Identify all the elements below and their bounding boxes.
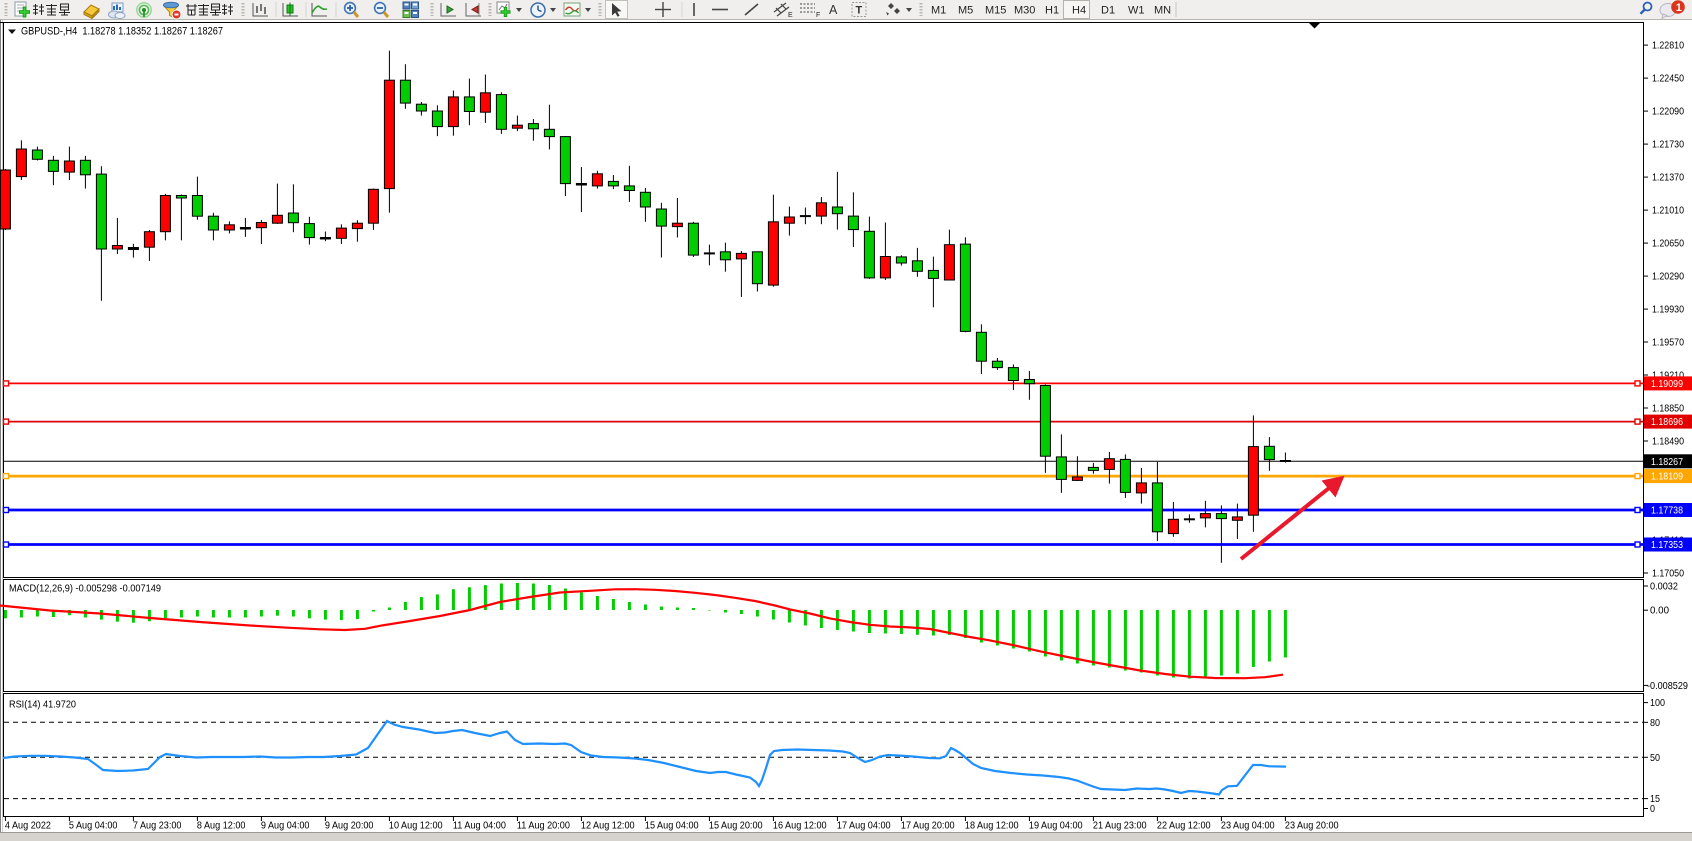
svg-text:19 Aug 04:00: 19 Aug 04:00 — [1029, 820, 1083, 832]
svg-text:9 Aug 20:00: 9 Aug 20:00 — [325, 820, 374, 832]
svg-text:15: 15 — [1650, 793, 1660, 805]
svg-text:15 Aug 20:00: 15 Aug 20:00 — [709, 820, 763, 832]
svg-text:1.22450: 1.22450 — [1652, 73, 1684, 85]
svg-text:1.19930: 1.19930 — [1652, 304, 1684, 316]
svg-text:18 Aug 12:00: 18 Aug 12:00 — [965, 820, 1019, 832]
svg-text:0.0032: 0.0032 — [1650, 581, 1678, 593]
svg-text:M15: M15 — [985, 5, 1006, 17]
svg-text:4 Aug 2022: 4 Aug 2022 — [5, 820, 51, 832]
svg-text:100: 100 — [1650, 697, 1665, 709]
svg-text:1.20290: 1.20290 — [1652, 271, 1684, 283]
svg-text:10 Aug 12:00: 10 Aug 12:00 — [389, 820, 443, 832]
svg-text:1.19099: 1.19099 — [1651, 378, 1683, 390]
svg-text:T: T — [856, 5, 863, 17]
svg-text:9 Aug 04:00: 9 Aug 04:00 — [261, 820, 310, 832]
svg-text:1.18696: 1.18696 — [1651, 416, 1683, 428]
svg-text:21 Aug 23:00: 21 Aug 23:00 — [1093, 820, 1147, 832]
svg-text:1.21370: 1.21370 — [1652, 172, 1684, 184]
svg-text:1.18109: 1.18109 — [1651, 471, 1683, 483]
svg-text:16 Aug 12:00: 16 Aug 12:00 — [773, 820, 827, 832]
svg-text:1.22090: 1.22090 — [1652, 106, 1684, 118]
svg-text:MACD(12,26,9) -0.005298 -0.007: MACD(12,26,9) -0.005298 -0.007149 — [9, 583, 161, 595]
svg-text:F: F — [816, 12, 820, 19]
svg-text:1.18267: 1.18267 — [1651, 456, 1683, 468]
svg-text:1.17353: 1.17353 — [1651, 539, 1683, 551]
svg-text:1.18850: 1.18850 — [1652, 403, 1684, 415]
svg-text:1.17050: 1.17050 — [1652, 568, 1684, 580]
svg-text:80: 80 — [1650, 717, 1660, 729]
svg-text:1.19570: 1.19570 — [1652, 337, 1684, 349]
svg-text:23 Aug 20:00: 23 Aug 20:00 — [1285, 820, 1339, 832]
svg-text:H1: H1 — [1045, 5, 1059, 17]
svg-text:15 Aug 04:00: 15 Aug 04:00 — [645, 820, 699, 832]
svg-text:7 Aug 23:00: 7 Aug 23:00 — [133, 820, 182, 832]
svg-text:M1: M1 — [931, 5, 946, 17]
svg-text:11 Aug 20:00: 11 Aug 20:00 — [517, 820, 570, 832]
svg-text:M30: M30 — [1014, 5, 1035, 17]
svg-text:M5: M5 — [958, 5, 973, 17]
svg-text:A: A — [829, 3, 838, 17]
svg-text:1.21730: 1.21730 — [1652, 139, 1684, 151]
svg-text:H4: H4 — [1072, 5, 1086, 17]
svg-text:8 Aug 12:00: 8 Aug 12:00 — [197, 820, 246, 832]
svg-text:17 Aug 20:00: 17 Aug 20:00 — [901, 820, 955, 832]
svg-text:1.22810: 1.22810 — [1652, 40, 1684, 52]
svg-text:50: 50 — [1650, 752, 1660, 764]
svg-text:-0.008529: -0.008529 — [1647, 680, 1688, 692]
svg-text:GBPUSD-,H4 1.18278 1.18352 1.: GBPUSD-,H4 1.18278 1.18352 1.18267 1.182… — [21, 26, 223, 38]
svg-text:MN: MN — [1154, 5, 1171, 17]
svg-text:17 Aug 04:00: 17 Aug 04:00 — [837, 820, 891, 832]
svg-text:D1: D1 — [1101, 5, 1115, 17]
svg-text:0: 0 — [1650, 803, 1655, 815]
svg-text:1: 1 — [1676, 2, 1682, 14]
svg-text:1.17738: 1.17738 — [1651, 505, 1683, 517]
svg-text:23 Aug 04:00: 23 Aug 04:00 — [1221, 820, 1275, 832]
svg-text:12 Aug 12:00: 12 Aug 12:00 — [581, 820, 635, 832]
svg-text:0.00: 0.00 — [1650, 605, 1669, 617]
svg-text:11 Aug 04:00: 11 Aug 04:00 — [453, 820, 506, 832]
svg-text:1.21010: 1.21010 — [1652, 205, 1684, 217]
svg-text:1.20650: 1.20650 — [1652, 238, 1684, 250]
svg-text:W1: W1 — [1128, 5, 1145, 17]
svg-text:5 Aug 04:00: 5 Aug 04:00 — [69, 820, 118, 832]
svg-text:22 Aug 12:00: 22 Aug 12:00 — [1157, 820, 1211, 832]
svg-text:RSI(14) 41.9720: RSI(14) 41.9720 — [9, 699, 76, 711]
svg-text:1.18490: 1.18490 — [1652, 436, 1684, 448]
svg-text:E: E — [788, 12, 793, 19]
